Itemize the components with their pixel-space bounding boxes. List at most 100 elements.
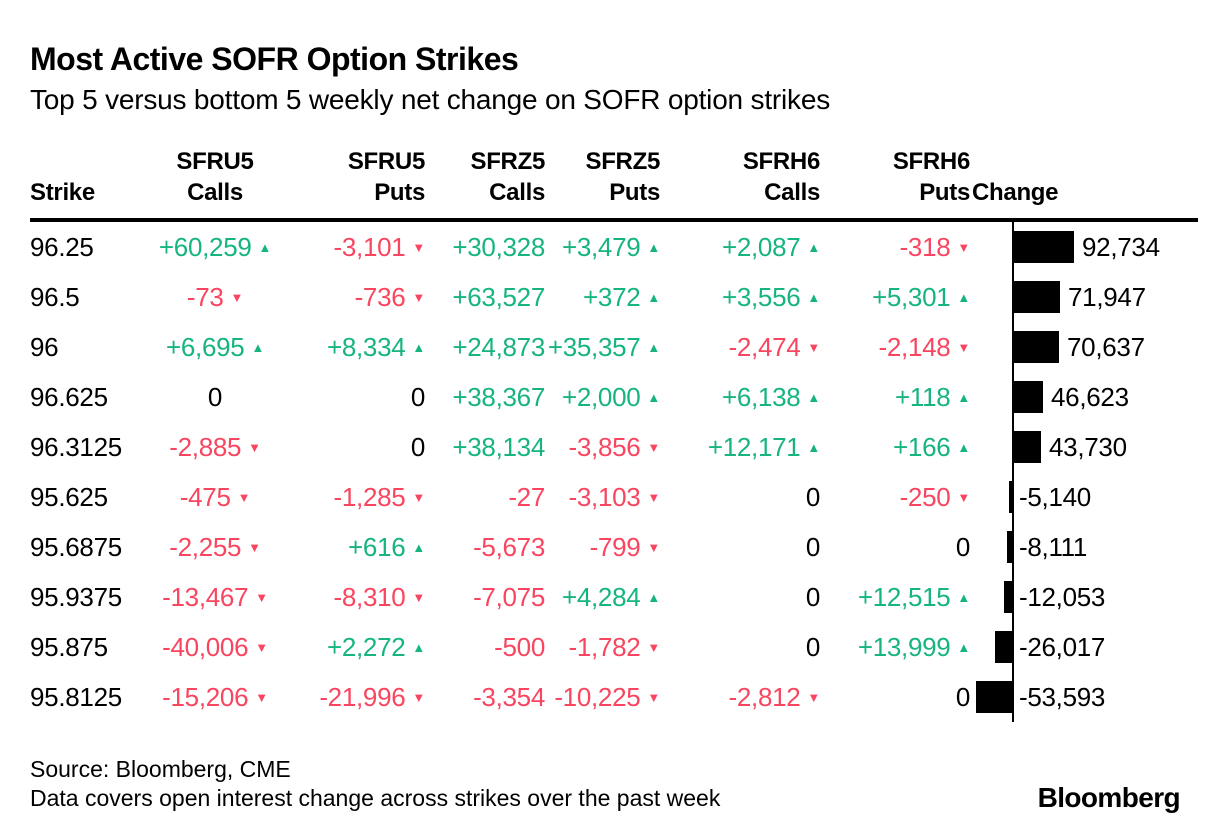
- value-cell: -13,467 ▼: [140, 582, 290, 613]
- cell-number: +2,272: [326, 631, 406, 662]
- cell-number: +60,259: [158, 231, 252, 262]
- change-bar: [1012, 331, 1059, 363]
- value-cell: +30,328: [425, 232, 545, 263]
- down-arrow-icon: ▼: [957, 489, 970, 505]
- header-rule: [30, 218, 1198, 222]
- change-bar-cell: -8,111: [970, 522, 1198, 572]
- cell-number: +372: [583, 281, 641, 312]
- cell-number: +12,171: [707, 431, 801, 462]
- up-arrow-icon: ▲: [412, 539, 425, 555]
- table-row: 95.9375 -13,467 ▼ -8,310 ▼ -7,075 +4,284 ▲ 0 +12,…: [30, 572, 1198, 622]
- value-cell: -475 ▼: [140, 482, 290, 513]
- table-row: 95.6875 -2,255 ▼ +616 ▲ -5,673 -799 ▼ 0 0 -8,111: [30, 522, 1198, 572]
- down-arrow-icon: ▼: [248, 539, 261, 555]
- strike-value: 95.8125: [30, 681, 122, 712]
- value-cell: -73 ▼: [140, 282, 290, 313]
- cell-number: 0: [410, 431, 425, 462]
- cell-number: +2,087: [721, 231, 801, 262]
- value-cell: 0: [660, 482, 820, 513]
- value-cell: -40,006 ▼: [140, 632, 290, 663]
- cell-number: -475: [179, 481, 231, 512]
- cell-number: +6,695: [165, 331, 245, 362]
- change-value: -53,593: [1019, 682, 1106, 712]
- down-arrow-icon: ▼: [412, 289, 425, 305]
- down-arrow-icon: ▼: [647, 439, 660, 455]
- value-cell: +3,479 ▲: [545, 232, 660, 263]
- cell-number: 0: [410, 381, 425, 412]
- cell-number: -3,354: [473, 681, 545, 712]
- value-cell: +8,334 ▲: [290, 332, 425, 363]
- down-arrow-icon: ▼: [957, 339, 970, 355]
- change-value: -12,053: [1019, 582, 1106, 612]
- down-arrow-icon: ▼: [412, 589, 425, 605]
- down-arrow-icon: ▼: [255, 689, 268, 705]
- up-arrow-icon: ▲: [807, 289, 820, 305]
- value-cell: 0: [660, 632, 820, 663]
- down-arrow-icon: ▼: [230, 289, 244, 305]
- change-bar: [1004, 581, 1012, 613]
- cell-number: -7,075: [473, 581, 545, 612]
- cell-number: -40,006: [162, 631, 249, 662]
- cell-number: +13,999: [857, 631, 951, 662]
- footer: Source: Bloomberg, CME Data covers open …: [30, 755, 1198, 813]
- cell-number: +38,134: [452, 431, 545, 462]
- value-cell: -736 ▼: [290, 281, 426, 313]
- change-bar-cell: -26,017: [970, 622, 1198, 672]
- cell-number: -2,474: [728, 331, 801, 362]
- cell-number: +3,556: [721, 281, 801, 312]
- value-cell: +5,301 ▲: [820, 282, 970, 313]
- down-arrow-icon: ▼: [647, 539, 660, 555]
- value-cell: -2,474 ▼: [660, 331, 821, 363]
- value-cell: -2,885 ▼: [140, 432, 290, 463]
- table-row: 96.625 0 0 +38,367 +2,000 ▲ +6,138 ▲ +118 ▲ 46,623: [30, 372, 1198, 422]
- cell-number: +616: [348, 531, 406, 562]
- cell-number: +3,479: [561, 231, 641, 262]
- value-cell: -500: [425, 632, 545, 663]
- column-header-sfrz5-puts: SFRZ5 Puts: [585, 148, 660, 206]
- cell-number: -500: [494, 631, 545, 662]
- strike-value: 95.6875: [30, 531, 122, 562]
- down-arrow-icon: ▼: [412, 489, 425, 505]
- cell-number: -2,148: [878, 331, 951, 362]
- cell-number: 0: [207, 381, 223, 412]
- cell-number: -10,225: [554, 681, 641, 712]
- cell-number: -736: [354, 281, 406, 312]
- down-arrow-icon: ▼: [237, 489, 251, 505]
- strike-value: 96.3125: [30, 431, 122, 462]
- value-cell: +38,134: [425, 432, 545, 463]
- value-cell: +13,999 ▲: [820, 632, 970, 663]
- up-arrow-icon: ▲: [957, 639, 970, 655]
- change-value: 46,623: [1051, 382, 1129, 412]
- cell-number: +2,000: [561, 381, 641, 412]
- cell-number: 0: [805, 631, 820, 662]
- cell-number: -250: [899, 481, 951, 512]
- value-cell: +2,087 ▲: [660, 232, 820, 263]
- value-cell: -27: [425, 482, 545, 513]
- cell-number: -8,310: [333, 581, 406, 612]
- column-header-strike: Strike: [30, 179, 95, 206]
- value-cell: 0: [290, 382, 425, 413]
- value-cell: 0: [660, 582, 820, 613]
- up-arrow-icon: ▲: [647, 589, 660, 605]
- cell-number: 0: [955, 681, 970, 712]
- value-cell: -1,285 ▼: [290, 482, 426, 513]
- value-cell: -2,148 ▼: [820, 331, 971, 363]
- cell-number: -13,467: [162, 581, 249, 612]
- cell-number: -1,782: [568, 631, 641, 662]
- data-note-line: Data covers open interest change across …: [30, 785, 721, 811]
- cell-number: -3,856: [568, 431, 641, 462]
- value-cell: +372 ▲: [545, 282, 660, 313]
- value-cell: -318 ▼: [820, 232, 971, 263]
- up-arrow-icon: ▲: [647, 239, 660, 255]
- value-cell: -10,225 ▼: [545, 682, 660, 713]
- down-arrow-icon: ▼: [647, 639, 660, 655]
- change-value: 43,730: [1049, 432, 1127, 462]
- value-cell: +3,556 ▲: [660, 282, 820, 313]
- cell-number: +4,284: [561, 581, 641, 612]
- value-cell: 0: [660, 532, 820, 563]
- cell-number: +8,334: [326, 331, 406, 362]
- up-arrow-icon: ▲: [647, 339, 660, 355]
- value-cell: -799 ▼: [545, 532, 661, 563]
- strikes-table: Strike SFRU5 Calls SFRU5 Puts SFRZ5 Calls S…: [30, 146, 1198, 722]
- column-header-sfru5-puts: SFRU5 Puts: [347, 148, 425, 206]
